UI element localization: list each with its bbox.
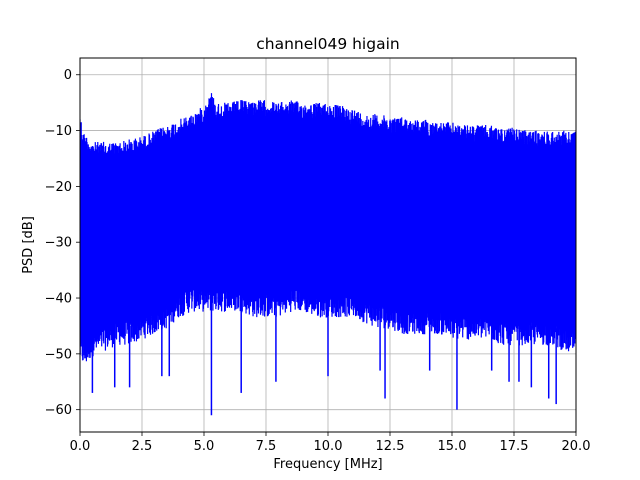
- x-tick-label: 20.0: [562, 439, 591, 454]
- y-axis-label: PSD [dB]: [21, 216, 36, 274]
- x-axis-ticks: 0.0 2.5 5.0 7.5 10.0 12.5 15.0 17.5 20.0: [70, 432, 591, 454]
- y-tick-label: −20: [45, 180, 72, 195]
- x-tick-label: 10.0: [314, 439, 343, 454]
- x-tick-label: 7.5: [256, 439, 277, 454]
- x-tick-label: 5.0: [194, 439, 215, 454]
- y-tick-label: −30: [45, 236, 72, 251]
- y-tick-label: −50: [45, 347, 72, 362]
- chart-title: channel049 higain: [256, 35, 399, 53]
- x-tick-label: 17.5: [500, 439, 529, 454]
- x-tick-label: 0.0: [70, 439, 91, 454]
- x-tick-label: 12.5: [376, 439, 405, 454]
- x-tick-label: 15.0: [438, 439, 467, 454]
- psd-trace: [80, 93, 576, 416]
- y-tick-label: 0: [64, 68, 72, 83]
- y-tick-label: −60: [45, 403, 72, 418]
- y-tick-label: −10: [45, 124, 72, 139]
- y-axis-ticks: 0 −10 −20 −30 −40 −50 −60: [45, 68, 80, 418]
- plot-area: [80, 93, 576, 416]
- y-tick-label: −40: [45, 292, 72, 307]
- psd-dense-band: [80, 111, 576, 326]
- x-axis-label: Frequency [MHz]: [273, 457, 382, 472]
- x-tick-label: 2.5: [132, 439, 153, 454]
